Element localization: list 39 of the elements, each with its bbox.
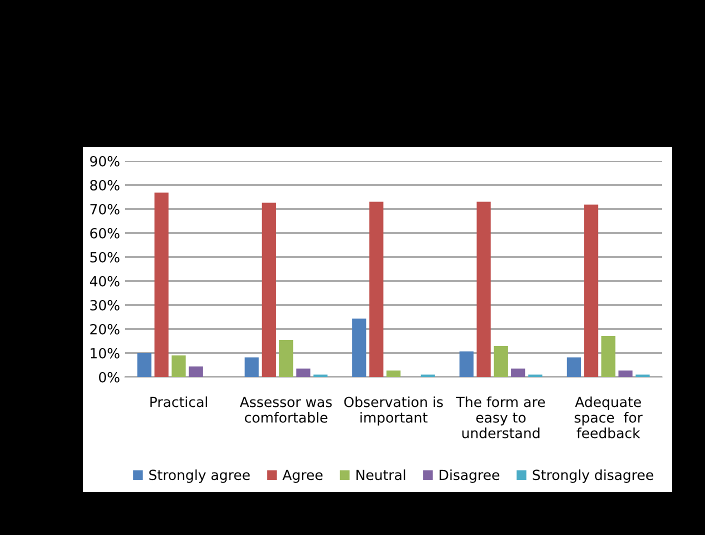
y-tick-label: 70% [90, 204, 120, 214]
y-tick-label: 20% [90, 324, 120, 334]
bar [369, 202, 384, 377]
bar [459, 351, 474, 377]
x-tick-label: Practical [150, 396, 208, 408]
bar [172, 355, 186, 377]
bar [494, 346, 508, 377]
y-tick-label: 50% [90, 252, 120, 262]
bar [279, 340, 294, 377]
bar [601, 336, 616, 377]
bar [244, 357, 259, 377]
bar [154, 192, 169, 377]
bar [584, 204, 598, 377]
bar [296, 368, 310, 377]
x-tick-label: Adequate space for feedback [574, 396, 643, 438]
bar [511, 368, 526, 377]
y-tick-label: 60% [90, 228, 120, 238]
x-tick-label: Observation is important [344, 396, 443, 426]
bar [618, 370, 633, 377]
bar [262, 202, 276, 377]
bar [352, 318, 366, 377]
x-tick-label: Assessor was comfortable [240, 396, 332, 423]
legend-label: Neutral [356, 469, 406, 480]
legend-label: Strongly agree [149, 469, 250, 483]
y-tick-label: 80% [90, 180, 120, 190]
y-tick-label: 90% [90, 156, 120, 166]
legend-label: Agree [282, 470, 322, 483]
y-tick-label: 30% [90, 300, 120, 310]
bar [386, 370, 401, 377]
y-tick-label: 10% [90, 348, 120, 358]
y-tick-label: 40% [90, 276, 120, 286]
y-tick-label: 0% [99, 372, 120, 382]
bar [137, 353, 152, 377]
legend-label: Disagree [440, 469, 500, 483]
legend-label: Strongly disagree [532, 469, 654, 483]
bar [188, 366, 203, 377]
x-tick-label: The form are easy to understand [456, 396, 545, 438]
bar [476, 202, 491, 377]
bar [566, 357, 581, 377]
